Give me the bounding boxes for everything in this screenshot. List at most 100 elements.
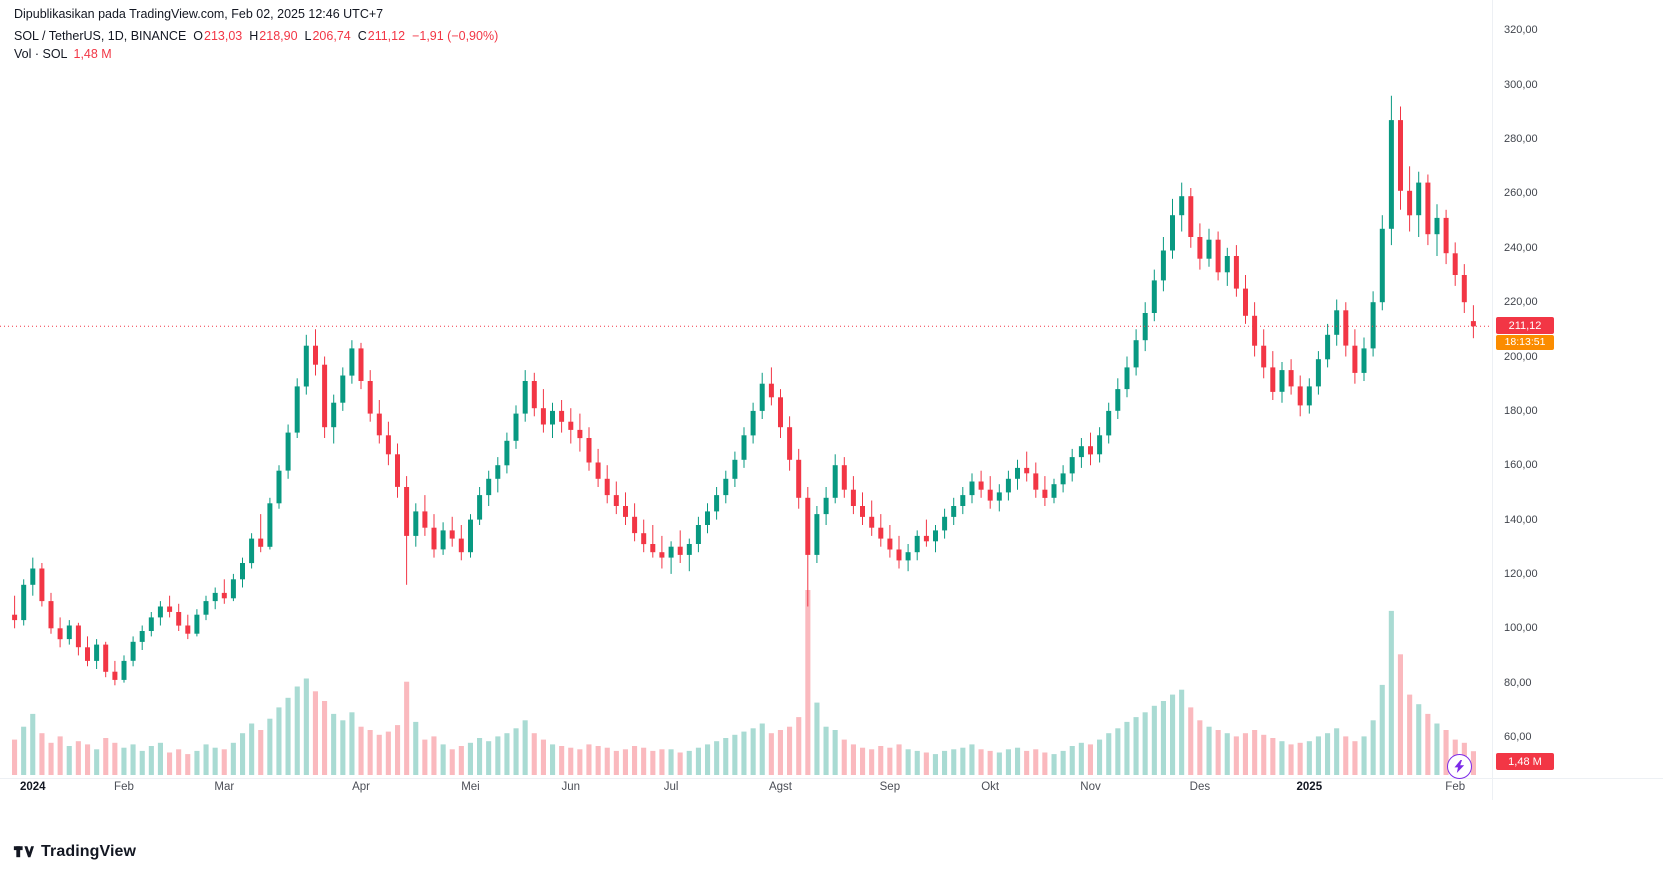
- price-axis[interactable]: 320,00 300,00 280,00 260,00 240,00 220,00 200,…: [1492, 0, 1663, 812]
- candle-body: [540, 408, 546, 425]
- candle-body: [1288, 370, 1294, 387]
- candle-body: [531, 381, 537, 409]
- volume-bar: [787, 726, 793, 775]
- candle-body: [723, 478, 729, 496]
- candlestick-chart[interactable]: [0, 0, 1492, 800]
- candle-body: [1243, 288, 1248, 316]
- volume-bar: [522, 720, 528, 775]
- volume-legend: Vol · SOL 1,48 M: [14, 47, 112, 61]
- candle-body: [1160, 250, 1166, 281]
- price-tick-label: 220,00: [1504, 296, 1538, 309]
- candle-body: [367, 381, 373, 414]
- price-axis-separator: [1492, 0, 1493, 800]
- volume-bar: [440, 744, 446, 775]
- candle-body: [1215, 239, 1221, 273]
- volume-bar: [285, 697, 291, 775]
- volume-bar: [750, 728, 756, 775]
- volume-bar: [66, 746, 72, 775]
- lightning-bolt-icon[interactable]: [1447, 754, 1472, 779]
- high-label: H: [249, 29, 259, 43]
- time-axis[interactable]: 2024 Feb Mar Apr Mei Jun Jul Agst Sep Okt Nov Des 20…: [0, 781, 1492, 799]
- volume-bar: [167, 752, 173, 775]
- volume-bar: [632, 746, 638, 775]
- candle-body: [1470, 321, 1476, 327]
- candle-body: [914, 535, 920, 553]
- candle-body: [513, 413, 519, 441]
- candle-body: [85, 647, 90, 661]
- volume-bar: [951, 749, 957, 775]
- volume-bar: [1206, 726, 1212, 775]
- bar-countdown-badge: 18:13:51: [1496, 334, 1554, 350]
- candle-body: [486, 478, 492, 496]
- volume-bar: [385, 731, 391, 775]
- volume-bar: [905, 749, 911, 775]
- candle-body: [586, 438, 592, 463]
- candle-body: [1398, 120, 1403, 191]
- candle-body: [577, 429, 583, 439]
- volume-bar: [942, 750, 948, 775]
- volume-bar: [969, 744, 975, 775]
- volume-bar: [1270, 738, 1276, 775]
- candle-body: [504, 440, 510, 466]
- volume-bar: [932, 754, 938, 775]
- candle-body: [21, 584, 27, 621]
- candle-body: [249, 538, 255, 564]
- change-value: −1,91 (−0,90%): [412, 29, 499, 43]
- candle-body: [258, 538, 264, 547]
- volume-bar: [1233, 736, 1239, 775]
- candle-body: [495, 465, 501, 479]
- volume-bar: [75, 741, 81, 775]
- time-tick-label: Okt: [981, 781, 1000, 793]
- candle-body: [1334, 310, 1340, 335]
- volume-bar: [850, 744, 856, 775]
- volume-bar: [94, 749, 100, 775]
- time-tick-label: 2025: [1296, 781, 1323, 793]
- volume-bar: [1425, 713, 1431, 775]
- volume-bar: [221, 749, 227, 775]
- volume-bar: [212, 747, 218, 775]
- volume-bar: [823, 726, 829, 775]
- candle-body: [395, 454, 400, 487]
- candle-body: [1115, 389, 1121, 411]
- candle-body: [1224, 256, 1230, 273]
- volume-bar: [1160, 701, 1166, 775]
- candle-body: [969, 481, 975, 496]
- tradingview-footer[interactable]: TradingView: [13, 841, 136, 862]
- candle-body: [1078, 446, 1084, 458]
- volume-bar: [422, 739, 428, 775]
- candle-body: [887, 538, 893, 550]
- candle-body: [130, 641, 136, 661]
- low-value: 206,74: [312, 29, 351, 43]
- candle-body: [212, 592, 218, 602]
- candle-body: [613, 495, 619, 506]
- volume-bar: [960, 747, 966, 775]
- candle-body: [604, 478, 610, 496]
- candle-body: [1325, 334, 1331, 360]
- volume-bar: [1297, 742, 1303, 775]
- candle-body: [923, 535, 929, 542]
- candle-body: [1416, 182, 1422, 216]
- symbol-legend: SOL / TetherUS, 1D, BINANCE O213,03 H218,9…: [14, 29, 498, 43]
- candle-body: [741, 435, 747, 460]
- candle-body: [650, 544, 656, 553]
- candle-body: [112, 671, 118, 680]
- candle-body: [468, 519, 473, 553]
- price-tick-label: 240,00: [1504, 241, 1538, 254]
- volume-bar: [1252, 730, 1258, 775]
- volume-bar: [230, 742, 236, 775]
- volume-bar: [322, 701, 328, 775]
- volume-bar: [12, 739, 18, 775]
- volume-bar: [1397, 654, 1403, 775]
- volume-bar: [486, 741, 492, 775]
- volume-bar: [896, 744, 902, 775]
- candle-body: [905, 552, 911, 561]
- candle-body: [860, 506, 865, 517]
- volume-bar: [30, 713, 36, 775]
- volume-bar: [613, 750, 619, 775]
- candle-body: [568, 421, 574, 430]
- candle-body: [48, 601, 54, 629]
- volume-bar: [686, 750, 692, 775]
- volume-label: Vol · SOL: [14, 47, 68, 61]
- candle-body: [1361, 348, 1367, 373]
- volume-bar: [650, 750, 656, 775]
